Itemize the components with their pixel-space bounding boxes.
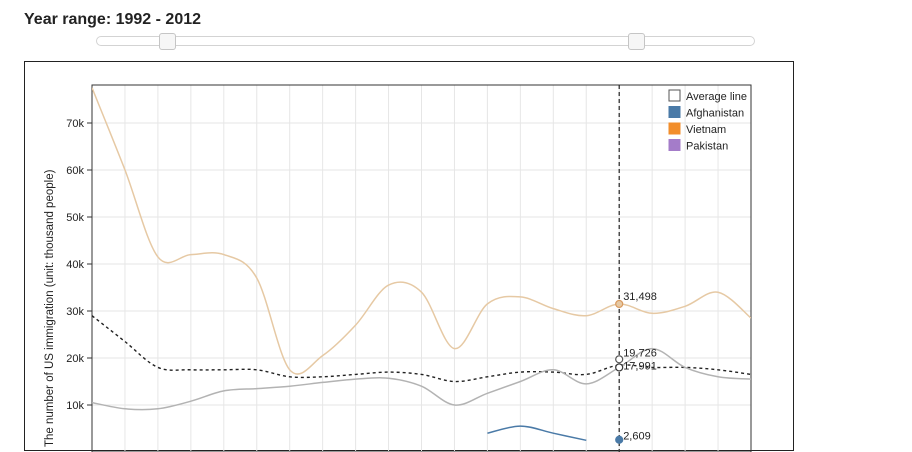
year-range-label: Year range: bbox=[24, 11, 112, 28]
immigration-line-chart: 10k 20k 30k 40k 50k 60k 70k The number of US im… bbox=[44, 84, 752, 452]
y-tick-label: 40k bbox=[66, 259, 84, 271]
annotation-marker bbox=[615, 435, 624, 444]
annotation-marker bbox=[615, 363, 624, 372]
series-line-average bbox=[92, 315, 751, 383]
series-line-vietnam bbox=[92, 87, 751, 375]
year-range-title: Year range: 1992 - 2012 bbox=[24, 11, 201, 29]
legend-label: Pakistan bbox=[686, 141, 728, 153]
plot-border bbox=[91, 84, 752, 452]
chart-frame: 10k 20k 30k 40k 50k 60k 70k The number of US im… bbox=[24, 61, 794, 452]
y-tick-label: 50k bbox=[66, 212, 84, 224]
legend-label: Average line bbox=[686, 91, 747, 103]
y-tick-label: 30k bbox=[66, 306, 84, 318]
year-range-max-handle[interactable] bbox=[628, 33, 645, 50]
annotation-label: 17,991 bbox=[623, 360, 657, 372]
y-tick-label: 60k bbox=[66, 165, 84, 177]
annotation-label: 2,609 bbox=[623, 431, 651, 443]
legend-label: Vietnam bbox=[686, 124, 726, 136]
y-tick-label: 20k bbox=[66, 353, 84, 365]
year-range-min-handle[interactable] bbox=[159, 33, 176, 50]
annotation-label: 19,726 bbox=[623, 347, 657, 359]
y-axis-label: The number of US immigration (unit: thou… bbox=[44, 169, 56, 447]
legend: Average line Afghanistan Vietnam Pakistan bbox=[668, 89, 747, 153]
legend-swatch bbox=[668, 106, 681, 118]
series-line-gray bbox=[92, 347, 751, 411]
annotation-marker bbox=[615, 355, 624, 364]
series-group bbox=[92, 87, 751, 442]
y-tick-label: 70k bbox=[66, 118, 84, 130]
y-tick-label: 10k bbox=[66, 400, 84, 412]
legend-swatch bbox=[668, 122, 681, 135]
year-range-slider-track[interactable] bbox=[96, 36, 755, 46]
legend-label: Afghanistan bbox=[686, 108, 744, 120]
year-range-value: 1992 - 2012 bbox=[115, 11, 202, 28]
annotation-label: 31,498 bbox=[623, 291, 657, 303]
legend-swatch bbox=[668, 89, 681, 102]
annotation-marker bbox=[615, 299, 624, 309]
legend-swatch bbox=[668, 139, 681, 151]
series-line-afghanistan bbox=[487, 425, 587, 442]
